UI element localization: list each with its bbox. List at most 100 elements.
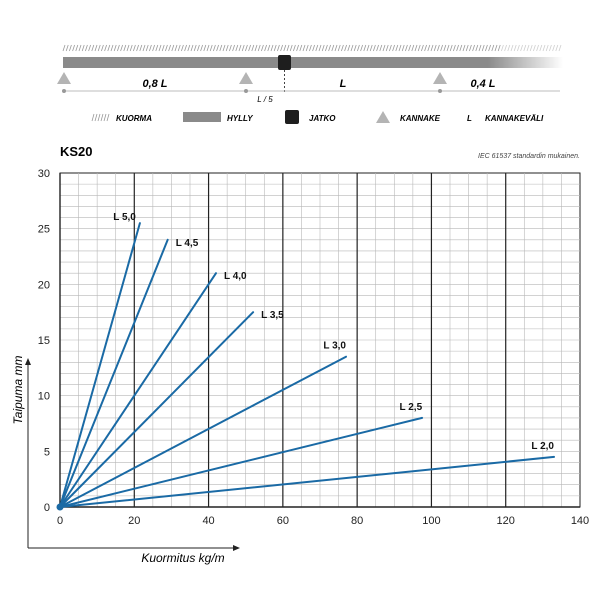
x-tick-label: 0 — [57, 515, 63, 527]
dimension-dot — [244, 89, 248, 93]
hatch-stroke — [133, 44, 136, 52]
hatch-stroke — [277, 44, 280, 52]
hatch-stroke — [152, 44, 155, 52]
hatch-stroke — [264, 44, 267, 52]
hatch-stroke — [411, 44, 415, 52]
hatch-stroke — [216, 44, 219, 52]
hatch-stroke — [81, 44, 85, 52]
hatch-stroke — [193, 44, 197, 52]
hatch-stroke — [107, 44, 111, 52]
hatch-stroke — [251, 44, 255, 52]
hatch-stroke — [552, 44, 555, 52]
dimension-dot — [438, 89, 442, 93]
hatch-stroke — [363, 44, 367, 52]
hatch-stroke — [558, 44, 562, 52]
hatch-stroke — [379, 44, 383, 52]
hatch-stroke — [446, 44, 450, 52]
hatch-stroke — [520, 44, 523, 52]
hatch-stroke — [145, 44, 149, 52]
hatch-stroke — [430, 44, 434, 52]
hatch-stroke — [382, 44, 386, 52]
hatch-stroke — [168, 44, 171, 52]
y-tick-label: 20 — [38, 279, 50, 291]
shelf-diagram: 0,8 L L 0,4 L L / 5 — [57, 44, 563, 104]
hatch-stroke — [513, 44, 517, 52]
series-label: L 3,5 — [261, 310, 284, 321]
x-tick-label: 140 — [571, 515, 589, 527]
hatch-stroke — [453, 44, 456, 52]
hatch-stroke — [129, 44, 133, 52]
series-line — [59, 355, 347, 508]
hatch-stroke — [165, 44, 168, 52]
hatch-icon — [91, 113, 110, 122]
shelf-bar — [63, 57, 563, 68]
hatch-stroke — [485, 44, 488, 52]
segment-label: L — [340, 78, 347, 90]
hatch-stroke — [100, 113, 104, 122]
x-tick-label: 20 — [128, 515, 140, 527]
hatch-stroke — [72, 44, 75, 52]
hatch-stroke — [526, 44, 530, 52]
hatch-stroke — [273, 44, 277, 52]
hatch-stroke — [475, 44, 479, 52]
series-label: L 5,0 — [113, 212, 136, 223]
hatch-stroke — [414, 44, 418, 52]
legend-label: HYLLY — [227, 114, 253, 123]
hatch-stroke — [270, 44, 274, 52]
segment-label: 0,8 L — [142, 78, 167, 90]
hatch-stroke — [433, 44, 437, 52]
legend: KUORMA HYLLY JATKO KANNAKE L KANNAKEVÄLI — [91, 110, 544, 124]
hatch-stroke — [350, 44, 354, 52]
hatch-stroke — [529, 44, 533, 52]
hatch-stroke — [478, 44, 482, 52]
hatch-stroke — [123, 44, 127, 52]
legend-label: KUORMA — [116, 114, 152, 123]
hatch-stroke — [161, 44, 165, 52]
hatch-stroke — [357, 44, 360, 52]
hatch-stroke — [197, 44, 200, 52]
series-line — [59, 455, 555, 508]
hatch-stroke — [344, 44, 347, 52]
hatch-stroke — [405, 44, 408, 52]
hatch-stroke — [494, 44, 498, 52]
hatch-stroke — [545, 44, 549, 52]
hatch-stroke — [190, 44, 194, 52]
y-tick-label: 25 — [38, 224, 50, 236]
hatch-stroke — [517, 44, 520, 52]
hatch-stroke — [353, 44, 357, 52]
hatch-stroke — [491, 44, 495, 52]
hatch-stroke — [309, 44, 312, 52]
hatch-stroke — [248, 44, 251, 52]
hatch-stroke — [421, 44, 424, 52]
hatch-stroke — [392, 44, 395, 52]
hatch-stroke — [101, 44, 104, 52]
hatch-stroke — [507, 44, 511, 52]
hatch-stroke — [94, 113, 98, 122]
y-tick-label: 10 — [38, 391, 50, 403]
hatch-stroke — [238, 44, 242, 52]
hatch-stroke — [459, 44, 463, 52]
hatch-stroke — [408, 44, 411, 52]
hatch-stroke — [104, 44, 107, 52]
hatch-stroke — [286, 44, 290, 52]
legend-label: KANNAKE — [400, 114, 441, 123]
hatch-stroke — [469, 44, 472, 52]
series-label: L 3,0 — [323, 341, 346, 352]
hatch-stroke — [337, 44, 341, 52]
series-group: L 5,0 L 4,5 L 4,0 L 3,5 L 3,0 L 2,5 L 2,0 — [56, 212, 555, 511]
hatch-stroke — [261, 44, 264, 52]
hatch-stroke — [155, 44, 159, 52]
hatch-stroke — [305, 44, 309, 52]
hatch-stroke — [318, 44, 322, 52]
x-tick-label: 100 — [422, 515, 440, 527]
hatch-stroke — [523, 44, 527, 52]
shelf-bar-icon — [183, 112, 221, 122]
hatch-stroke — [312, 44, 315, 52]
load-hatch — [62, 44, 562, 52]
hatch-stroke — [533, 44, 536, 52]
hatch-stroke — [440, 44, 443, 52]
hatch-stroke — [360, 44, 363, 52]
y-arrow-head-icon — [25, 358, 31, 365]
span-symbol: L — [467, 114, 472, 123]
